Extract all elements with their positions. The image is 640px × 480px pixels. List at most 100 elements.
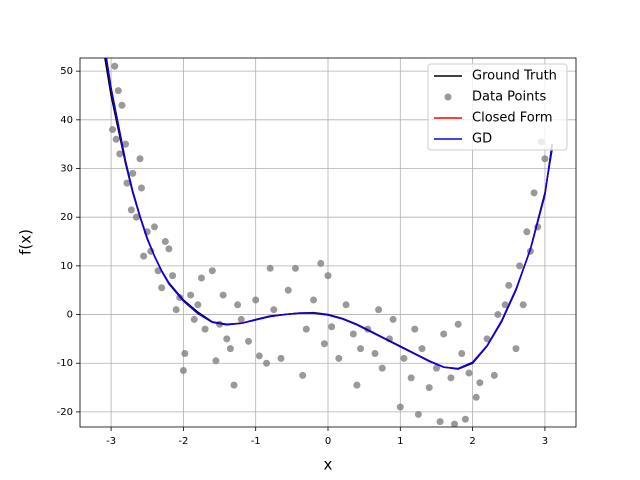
data-point	[447, 374, 455, 382]
x-tick-label: 2	[469, 436, 475, 447]
data-point	[342, 301, 350, 309]
x-tick-label: -1	[251, 436, 261, 447]
data-point	[226, 345, 234, 353]
data-point	[187, 291, 195, 299]
legend-label: Closed Form	[472, 111, 553, 126]
data-point	[208, 267, 216, 275]
data-point	[432, 364, 440, 372]
data-point	[465, 369, 473, 377]
data-point	[400, 354, 408, 362]
data-point	[197, 274, 205, 282]
data-point	[129, 169, 137, 177]
data-point	[118, 101, 126, 109]
legend-label: GD	[472, 132, 492, 147]
data-point	[389, 315, 397, 323]
data-point	[472, 393, 480, 401]
data-point	[111, 62, 119, 70]
data-point	[317, 259, 325, 267]
data-point	[425, 384, 433, 392]
data-point	[512, 345, 520, 353]
data-point	[371, 349, 379, 357]
y-axis-label: f(x)	[17, 229, 35, 255]
legend-label: Data Points	[472, 90, 546, 105]
data-point	[458, 349, 466, 357]
data-point	[494, 311, 502, 319]
data-point	[237, 315, 245, 323]
data-point	[136, 155, 144, 163]
data-point	[122, 140, 130, 148]
legend-box	[427, 63, 568, 151]
data-point	[201, 325, 209, 333]
data-point	[123, 179, 131, 187]
data-point	[109, 126, 117, 134]
data-point	[179, 367, 187, 375]
data-point	[277, 354, 285, 362]
data-point	[270, 306, 278, 314]
data-point	[219, 291, 227, 299]
y-tick-label: 50	[60, 66, 73, 77]
data-point	[357, 345, 365, 353]
data-point	[324, 272, 332, 280]
data-point	[161, 238, 169, 246]
data-point	[516, 262, 524, 270]
y-tick-label: 40	[60, 115, 73, 126]
legend-marker	[444, 93, 452, 101]
data-point	[302, 325, 310, 333]
x-tick-label: -3	[106, 436, 116, 447]
data-point	[116, 150, 124, 158]
y-tick-label: 0	[67, 310, 73, 321]
data-point	[440, 330, 448, 338]
data-point	[328, 323, 336, 331]
legend: Ground Truth Data Points Closed Form GD	[427, 63, 568, 151]
x-tick-label: 0	[325, 436, 331, 447]
x-tick-label: 3	[542, 436, 548, 447]
data-point	[255, 352, 263, 360]
data-point	[190, 315, 198, 323]
data-point	[169, 272, 177, 280]
data-point	[284, 286, 292, 294]
data-point	[230, 381, 238, 389]
y-tick-label: -20	[57, 407, 73, 418]
data-point	[353, 381, 361, 389]
y-tick-label: 20	[60, 212, 73, 223]
legend-label: Ground Truth	[472, 69, 557, 84]
data-point	[501, 301, 509, 309]
data-point	[150, 223, 158, 231]
x-tick-label: -2	[178, 436, 188, 447]
y-tick-label: 10	[60, 261, 73, 272]
data-point	[436, 418, 444, 426]
x-axis-label: x	[324, 456, 333, 474]
data-point	[335, 354, 343, 362]
data-point	[212, 357, 220, 365]
data-point	[165, 245, 173, 253]
data-point	[375, 306, 383, 314]
data-point	[181, 349, 189, 357]
data-point	[132, 213, 140, 221]
data-point	[407, 374, 415, 382]
data-point	[530, 189, 538, 197]
data-point	[523, 228, 531, 236]
x-tick-label: 1	[397, 436, 403, 447]
data-point	[223, 335, 231, 343]
data-point	[263, 359, 271, 367]
data-point	[396, 403, 404, 411]
data-point	[299, 371, 307, 379]
data-point	[158, 284, 166, 292]
data-point	[252, 296, 260, 304]
data-point	[454, 320, 462, 328]
data-point	[310, 296, 318, 304]
data-point	[234, 301, 242, 309]
data-point	[490, 371, 498, 379]
data-point	[266, 264, 274, 272]
data-point	[414, 410, 422, 418]
data-point	[137, 184, 145, 192]
data-point	[451, 420, 459, 427]
series-line	[105, 58, 553, 370]
data-point	[378, 364, 386, 372]
data-point	[541, 155, 549, 163]
data-point	[140, 252, 148, 260]
data-point	[194, 301, 202, 309]
data-point	[114, 87, 122, 95]
